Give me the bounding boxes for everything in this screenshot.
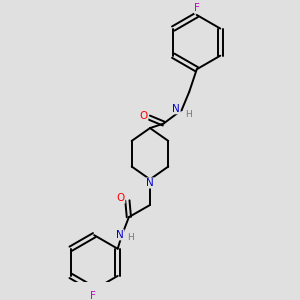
Text: O: O bbox=[117, 193, 125, 203]
Text: H: H bbox=[128, 233, 134, 242]
Text: N: N bbox=[116, 230, 124, 240]
Text: F: F bbox=[194, 3, 200, 13]
Text: H: H bbox=[185, 110, 192, 119]
Text: F: F bbox=[90, 291, 96, 300]
Text: O: O bbox=[140, 111, 148, 121]
Text: N: N bbox=[172, 104, 180, 114]
Text: N: N bbox=[146, 178, 154, 188]
